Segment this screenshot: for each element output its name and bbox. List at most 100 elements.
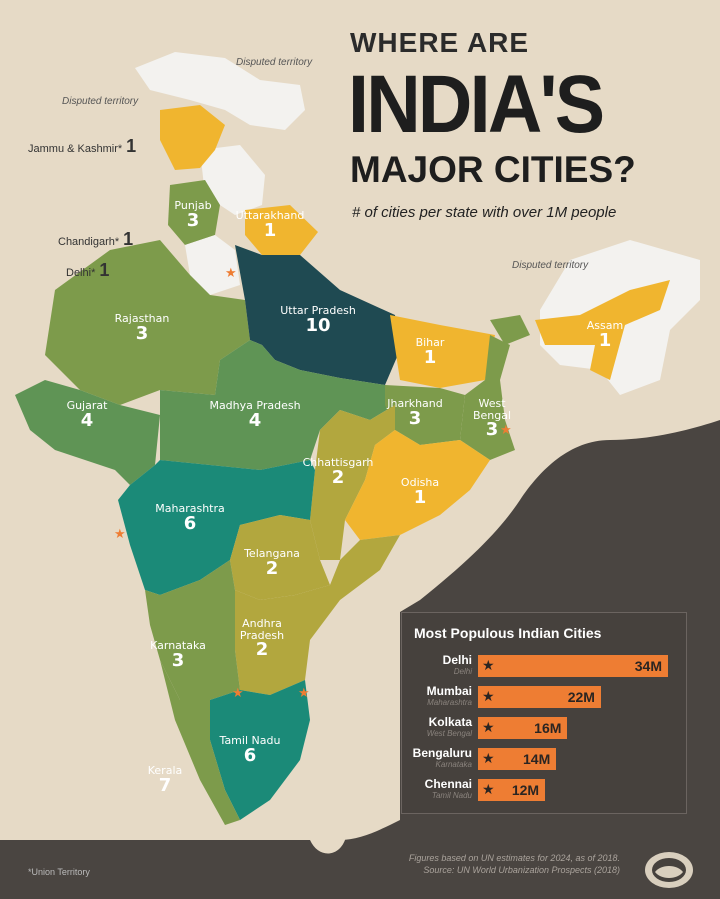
state-jharkhand xyxy=(385,385,465,445)
state-madhya-pradesh xyxy=(160,340,395,470)
city-label: Delhi Delhi xyxy=(443,653,472,676)
city-label: Bengaluru Karnataka xyxy=(413,746,472,769)
city-label: Mumbai Maharashtra xyxy=(427,684,472,707)
city-name: Chennai xyxy=(424,777,472,791)
state-jammu-kashmir xyxy=(160,105,225,170)
footnote-union-territory: *Union Territory xyxy=(28,867,90,877)
state-bihar xyxy=(390,315,495,388)
state-label-jharkhand: Jharkhand 3 xyxy=(379,398,451,428)
state-label-karnataka: Karnataka 3 xyxy=(143,640,213,670)
star-bengaluru: ★ xyxy=(232,685,244,700)
side-label-jammu-kashmir: Jammu & Kashmir* 1 xyxy=(28,136,136,159)
state-city-count: 6 xyxy=(243,744,257,766)
state-maharashtra xyxy=(118,460,315,595)
state-city-count: 3 xyxy=(171,649,185,671)
side-label-name: Chandigarh* xyxy=(58,236,120,248)
state-city-count: 4 xyxy=(80,409,94,431)
footer-note: Figures based on UN estimates for 2024, … xyxy=(408,853,620,863)
state-label-bihar: Bihar 1 xyxy=(395,337,465,367)
state-name: Chhattisgarh xyxy=(302,456,374,469)
star-icon: ★ xyxy=(482,688,495,704)
state-name: Tamil Nadu xyxy=(219,734,281,747)
brand-logo-icon xyxy=(645,852,693,888)
state-name: Rajasthan xyxy=(114,312,170,325)
state-name: Karnataka xyxy=(150,639,206,652)
city-state: Karnataka xyxy=(435,760,472,769)
star-kolkata: ★ xyxy=(500,422,512,437)
footer-notes: Figures based on UN estimates for 2024, … xyxy=(409,852,620,876)
state-city-count: 3 xyxy=(408,407,422,429)
star-chennai: ★ xyxy=(298,685,310,700)
city-label: Chennai Tamil Nadu xyxy=(425,777,472,800)
state-label-gujarat: Gujarat 4 xyxy=(47,400,127,430)
state-name: Punjab xyxy=(174,199,212,212)
city-state: West Bengal xyxy=(426,729,472,738)
chart-bar: ★ 16M xyxy=(478,717,568,739)
city-label: Kolkata West Bengal xyxy=(427,715,472,738)
state-city-count: 6 xyxy=(183,512,197,534)
state-name: Uttar Pradesh xyxy=(280,304,356,317)
city-name: Bengaluru xyxy=(412,746,472,760)
state-city-count: 3 xyxy=(135,322,149,344)
state-city-count: 2 xyxy=(265,557,279,579)
state-city-count: 4 xyxy=(248,409,262,431)
state-label-odisha: Odisha 1 xyxy=(390,477,450,507)
state-label-uttar-pradesh: Uttar Pradesh 10 xyxy=(268,305,368,335)
star-icon: ★ xyxy=(482,750,495,766)
chart-bar: ★ 22M xyxy=(478,686,601,708)
state-karnataka xyxy=(145,560,240,700)
state-label-madhya-pradesh: Madhya Pradesh 4 xyxy=(200,400,310,430)
title-line-2: INDIA'S xyxy=(348,59,605,150)
disputed-label: Disputed territory xyxy=(512,260,589,271)
state-gujarat xyxy=(15,380,160,485)
state-label-uttarakhand: Uttarakhand 1 xyxy=(225,210,315,240)
title-line-1: WHERE ARE xyxy=(350,27,530,58)
state-label-tamil-nadu: Tamil Nadu 6 xyxy=(205,735,295,765)
state-label-assam: Assam 1 xyxy=(570,320,640,350)
city-name: Delhi xyxy=(442,653,472,667)
state-label-kerala: Kerala 7 xyxy=(135,765,195,795)
bar-value-label: 34M xyxy=(634,658,662,674)
state-city-count: 1 xyxy=(423,346,437,368)
state-city-count: 2 xyxy=(255,639,269,661)
state-label-punjab: Punjab 3 xyxy=(153,200,233,230)
star-delhi: ★ xyxy=(225,265,237,280)
city-name: Kolkata xyxy=(428,715,472,729)
sri-lanka xyxy=(304,780,346,854)
side-label-count: 1 xyxy=(126,136,137,156)
state-city-count: 3 xyxy=(485,419,499,441)
chart-bar: ★ 12M xyxy=(478,779,546,801)
state-name: Telangana xyxy=(244,547,300,560)
state-west-bengal xyxy=(460,335,515,460)
state-label-telangana: Telangana 2 xyxy=(232,548,312,578)
state-name: Odisha xyxy=(400,476,440,489)
bar-value-label: 14M xyxy=(523,751,551,767)
state-odisha xyxy=(345,430,490,540)
region-himachal xyxy=(200,145,265,215)
state-name: Gujarat xyxy=(66,399,108,412)
star-icon: ★ xyxy=(482,719,495,735)
side-label-delhi: Delhi* 1 xyxy=(66,260,109,283)
most-populous-cities-chart: Most Populous Indian Cities Delhi Delhi ★ 3… xyxy=(401,612,687,814)
state-name: Maharashtra xyxy=(155,502,225,515)
side-label-count: 1 xyxy=(99,260,110,280)
state-city-count: 1 xyxy=(263,219,277,241)
state-uttar-pradesh xyxy=(235,245,400,385)
state-name: Madhya Pradesh xyxy=(209,399,301,412)
state-name: Bihar xyxy=(415,336,445,349)
chart-row: Bengaluru Karnataka ★ 14M xyxy=(402,746,686,774)
bar-value-label: 12M xyxy=(511,782,540,798)
state-name: Uttarakhand xyxy=(235,209,305,222)
state-uttarakhand xyxy=(245,205,318,255)
state-chhattisgarh xyxy=(310,405,395,560)
state-city-count: 3 xyxy=(186,209,200,231)
region-ladakh xyxy=(135,52,305,130)
state-kerala xyxy=(160,660,240,825)
footer-source: Source: UN World Urbanization Prospects … xyxy=(423,865,620,876)
state-name: Assam xyxy=(586,319,624,332)
star-icon: ★ xyxy=(482,781,495,797)
state-name: Kerala xyxy=(147,764,183,777)
region-sikkim-area xyxy=(490,315,530,345)
state-name: Andhra Pradesh xyxy=(239,617,285,642)
chart-row: Delhi Delhi ★ 34M xyxy=(402,653,686,681)
